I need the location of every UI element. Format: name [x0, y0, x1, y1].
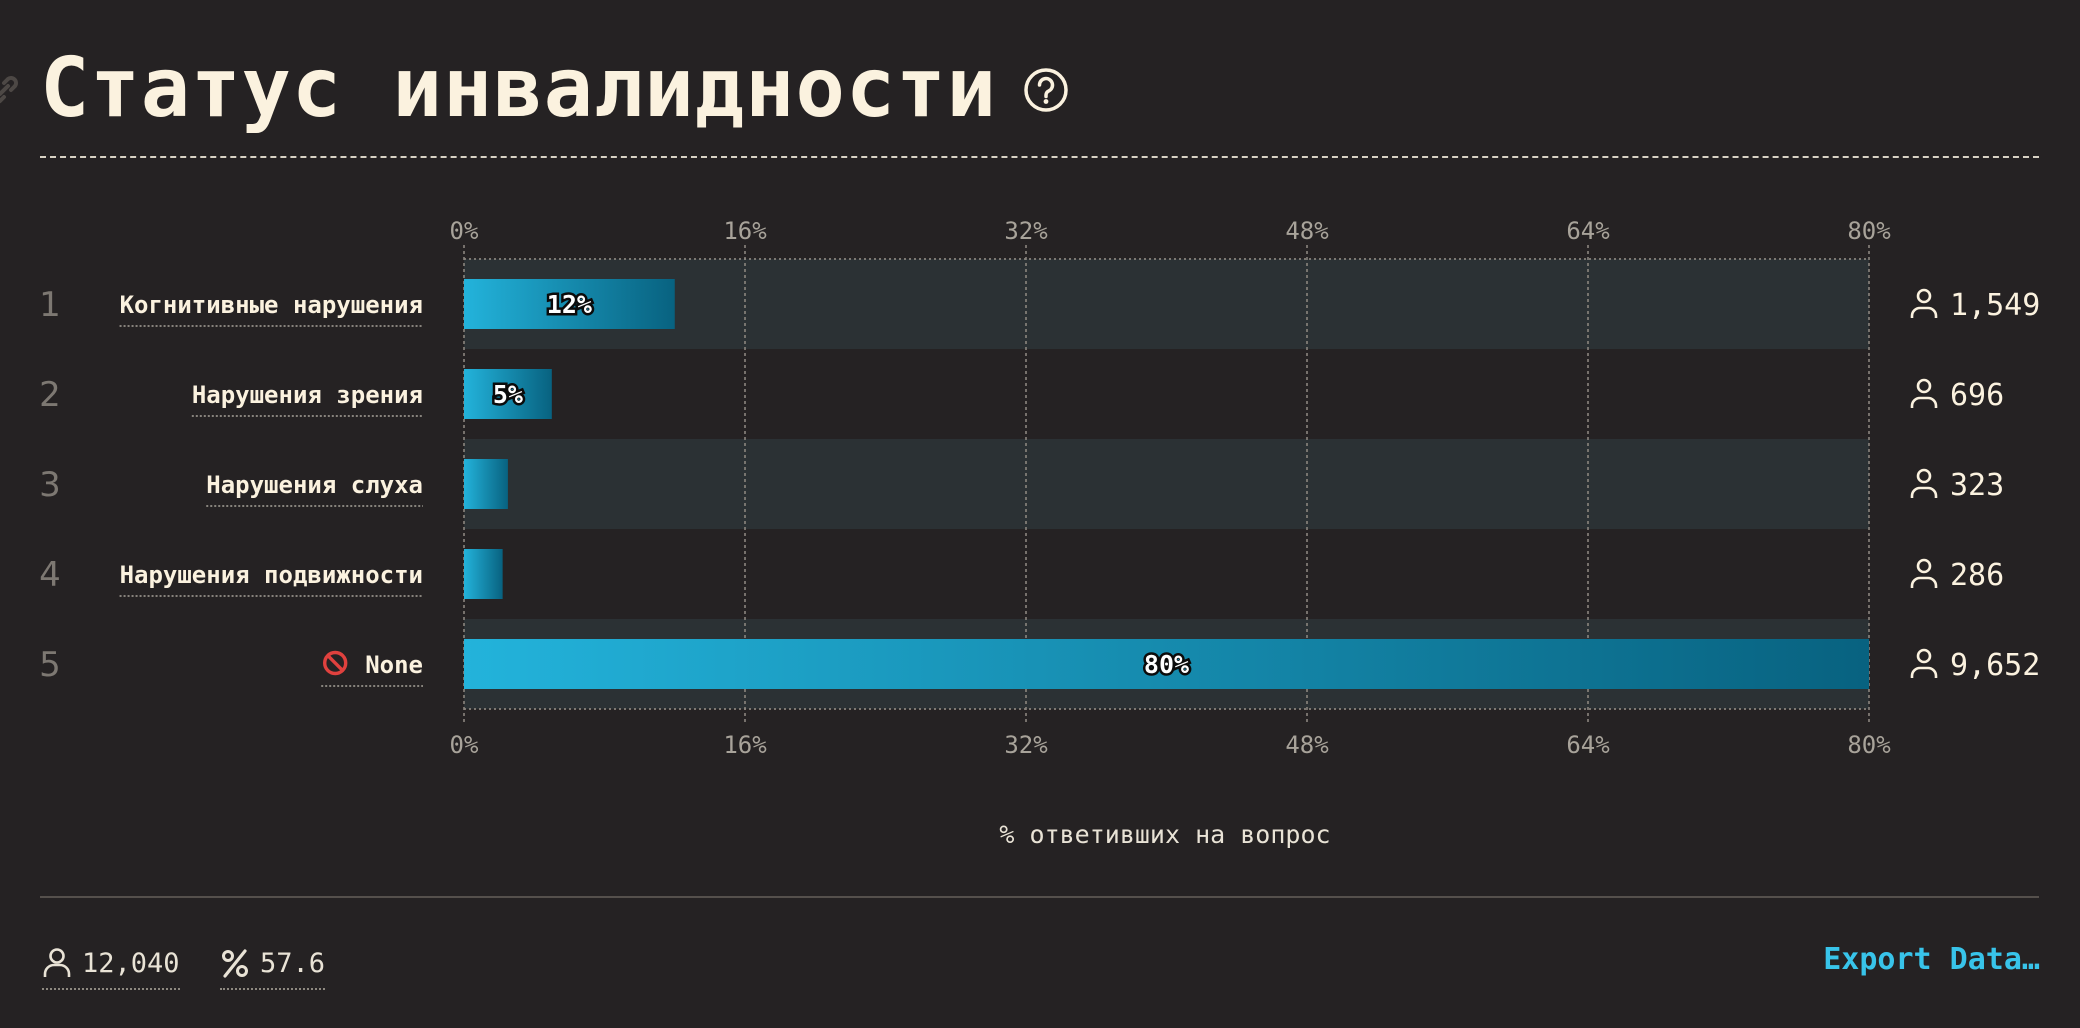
respondent-count: 9,652	[1950, 648, 2040, 683]
no-entry-icon-ring	[323, 650, 348, 676]
row-band	[464, 259, 1869, 349]
row-rank: 1	[39, 285, 61, 325]
bar	[464, 279, 675, 329]
response-rate: 57.6	[220, 940, 326, 990]
x-tick-label-bottom: 64%	[1566, 731, 1610, 759]
person-icon-body	[1910, 666, 1938, 678]
person-icon-head	[1916, 378, 1932, 394]
bar	[464, 549, 503, 599]
person-icon-head	[1916, 648, 1932, 664]
row-rank: 4	[39, 555, 61, 595]
link-icon[interactable]	[0, 72, 22, 108]
title-row: Статус инвалидности	[40, 38, 1069, 138]
total-respondents-value: 12,040	[82, 947, 180, 979]
no-entry-icon-slash	[326, 654, 344, 672]
person-icon-body	[1910, 306, 1938, 318]
x-axis-title: % ответивших на вопрос	[999, 820, 1330, 849]
respondent-count: 696	[1950, 378, 2004, 413]
category-label: Нарушения зрения	[192, 381, 423, 409]
respondent-count: 323	[1950, 468, 2004, 503]
category-label: Когнитивные нарушения	[120, 291, 423, 319]
response-rate-value: 57.6	[260, 947, 326, 979]
footer-divider	[40, 896, 2039, 898]
x-tick-label-top: 0%	[450, 217, 479, 245]
x-tick-label-bottom: 32%	[1004, 731, 1048, 759]
x-tick-label-bottom: 80%	[1847, 731, 1891, 759]
person-icon-body	[1910, 396, 1938, 408]
person-icon-head	[1916, 558, 1932, 574]
export-data-link[interactable]: Export Data…	[1823, 942, 2040, 977]
page-title: Статус инвалидности	[40, 40, 997, 136]
x-tick-label-bottom: 48%	[1285, 731, 1329, 759]
person-icon-body	[1910, 576, 1938, 588]
row-rank: 2	[39, 375, 61, 415]
x-tick-label-top: 16%	[723, 217, 767, 245]
person-icon-body	[1910, 486, 1938, 498]
bar-value-label: 5%	[493, 380, 523, 409]
row-rank: 3	[39, 465, 61, 505]
bar-value-label: 12%	[547, 290, 592, 319]
category-label: Нарушения подвижности	[120, 561, 423, 589]
category-label: Нарушения слуха	[206, 471, 423, 499]
row-rank: 5	[39, 645, 61, 685]
bar	[464, 639, 1869, 689]
bar-value-label: 80%	[1144, 650, 1189, 679]
person-icon	[1910, 558, 1938, 588]
percent-icon	[222, 949, 248, 978]
person-icon-head	[1916, 468, 1932, 484]
person-icon	[1910, 288, 1938, 318]
x-tick-label-top: 32%	[1004, 217, 1048, 245]
title-divider	[40, 156, 2039, 158]
person-icon	[1910, 378, 1938, 408]
person-icon-head	[1916, 288, 1932, 304]
total-respondents: 12,040	[42, 940, 180, 990]
row-band	[464, 439, 1869, 529]
respondent-count: 1,549	[1950, 288, 2040, 323]
person-icon	[1910, 468, 1938, 498]
x-tick-label-top: 48%	[1285, 217, 1329, 245]
x-tick-label-top: 80%	[1847, 217, 1891, 245]
person-icon	[43, 948, 71, 977]
respondent-count: 286	[1950, 558, 2004, 593]
no-entry-icon	[323, 650, 348, 676]
x-tick-label-top: 64%	[1566, 217, 1610, 245]
x-tick-label-bottom: 16%	[723, 731, 767, 759]
x-tick-label-bottom: 0%	[450, 731, 479, 759]
bar	[464, 459, 508, 509]
bar	[464, 369, 552, 419]
person-icon	[1910, 648, 1938, 678]
bar-chart: 0% 0% 16% 16% 32% 32% 48% 48% 64% 64% 80% 80% 1 Когни…	[39, 217, 2040, 849]
help-icon[interactable]	[1023, 67, 1069, 113]
category-label: None	[365, 651, 423, 679]
